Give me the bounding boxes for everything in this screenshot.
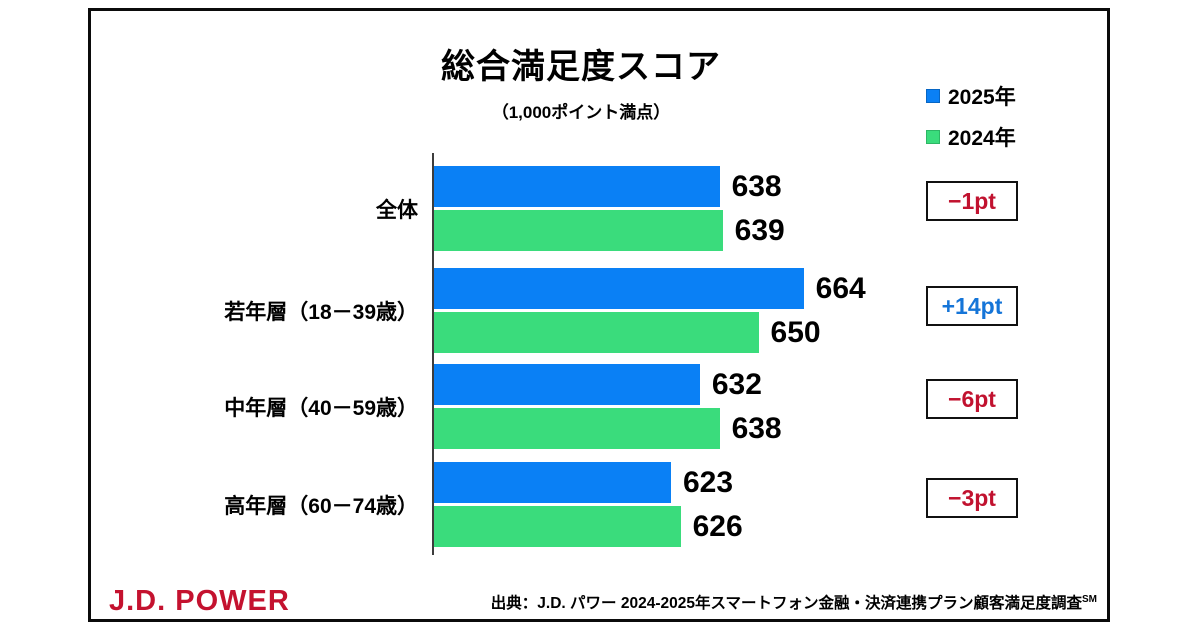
chart-subtitle: （1,000ポイント満点） <box>491 103 671 122</box>
jd-power-logo: J.D. POWER <box>109 585 290 617</box>
chart-card: 総合満足度スコア （1,000ポイント満点） 2025年 2024年 全体 63… <box>88 8 1110 622</box>
bar-line-2025: 664 <box>434 268 872 309</box>
category-label: 若年層（18－39歳） <box>224 300 418 324</box>
legend-label-2025: 2025年 <box>948 86 1016 109</box>
diff-badge-senior: −3pt <box>926 478 1018 518</box>
bar-group-middle: 中年層（40－59歳） 632 638 <box>91 364 1107 449</box>
bar-2025 <box>434 364 700 405</box>
bar-2024 <box>434 408 720 449</box>
source-main: 出典：J.D. パワー 2024-2025年スマートフォン金融・決済連携プラン顧… <box>490 595 1082 612</box>
title-block: 総合満足度スコア （1,000ポイント満点） <box>91 39 1071 123</box>
bar-line-2025: 632 <box>434 364 872 405</box>
diff-value: −1pt <box>948 187 996 214</box>
diff-badge-overall: −1pt <box>926 181 1018 221</box>
legend-swatch-blue-icon <box>926 89 940 103</box>
bar-pair: 664 650 <box>432 268 872 353</box>
chart-title: 総合満足度スコア <box>441 48 721 86</box>
diff-badge-young: +14pt <box>926 286 1018 326</box>
bar-line-2024: 650 <box>434 312 872 353</box>
bar-pair: 623 626 <box>432 462 872 547</box>
category-label: 全体 <box>376 198 418 222</box>
bar-line-2025: 623 <box>434 462 872 503</box>
bar-value-2024: 638 <box>731 411 782 445</box>
bar-group-senior: 高年層（60－74歳） 623 626 <box>91 462 1107 547</box>
bar-pair: 632 638 <box>432 364 872 449</box>
bar-pair: 638 639 <box>432 166 872 251</box>
legend-swatch-green-icon <box>926 130 940 144</box>
bar-value-2024: 650 <box>770 315 821 349</box>
bar-2024 <box>434 312 759 353</box>
bar-line-2024: 626 <box>434 506 872 547</box>
bar-2024 <box>434 210 723 251</box>
source-text: 出典：J.D. パワー 2024-2025年スマートフォン金融・決済連携プラン顧… <box>491 591 1097 613</box>
bar-value-2024: 639 <box>734 213 785 247</box>
legend-item-2025: 2025年 <box>926 81 1016 111</box>
bar-value-2024: 626 <box>692 509 743 543</box>
legend: 2025年 2024年 <box>926 81 1016 152</box>
diff-badge-middle: −6pt <box>926 379 1018 419</box>
bar-line-2024: 639 <box>434 210 872 251</box>
bar-value-2025: 623 <box>682 465 734 499</box>
source-superscript: SM <box>1082 593 1097 605</box>
diff-value: −3pt <box>948 484 996 511</box>
bar-group-young: 若年層（18－39歳） 664 650 <box>91 268 1107 353</box>
bar-2025 <box>434 462 671 503</box>
legend-item-2024: 2024年 <box>926 122 1016 152</box>
diff-value: −6pt <box>948 385 996 412</box>
category-label: 高年層（60－74歳） <box>224 494 418 518</box>
category-label: 中年層（40－59歳） <box>224 396 418 420</box>
bar-value-2025: 664 <box>815 271 866 305</box>
bar-line-2024: 638 <box>434 408 872 449</box>
y-axis-line <box>432 153 434 555</box>
legend-label-2024: 2024年 <box>948 127 1016 150</box>
bar-value-2025: 638 <box>731 169 782 203</box>
bar-value-2025: 632 <box>711 367 762 401</box>
bar-group-overall: 全体 638 639 <box>91 166 1107 251</box>
bar-line-2025: 638 <box>434 166 872 207</box>
diff-value: +14pt <box>941 292 1003 319</box>
bar-2024 <box>434 506 681 547</box>
bar-2025 <box>434 268 804 309</box>
bar-2025 <box>434 166 720 207</box>
